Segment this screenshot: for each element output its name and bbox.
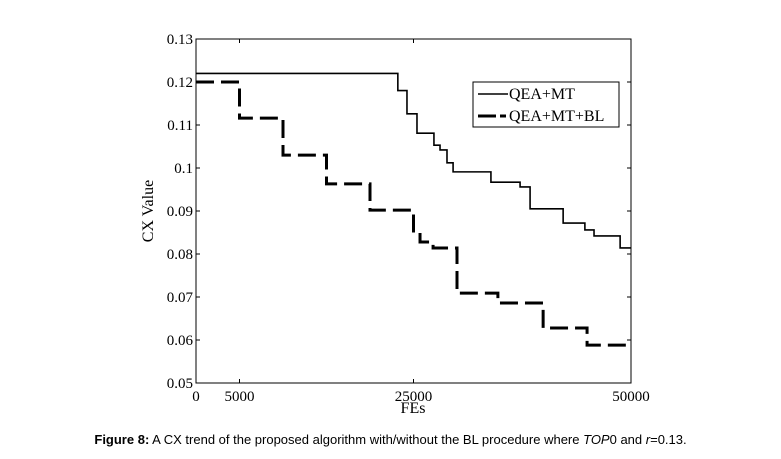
y-axis: 0.05 0.06 0.07 0.08 0.09 0.1 0.11 0.12 0.13 <box>167 32 631 392</box>
x-tick-label: 0 <box>192 389 200 405</box>
y-tick-label: 0.07 <box>167 290 194 306</box>
legend-label-series-2: QEA+MT+BL <box>509 108 604 125</box>
y-tick-label: 0.1 <box>174 161 193 177</box>
y-tick-label: 0.05 <box>167 376 193 392</box>
legend-label-series-1: QEA+MT <box>509 86 575 103</box>
y-tick-label: 0.12 <box>167 75 193 91</box>
figure-caption: Figure 8: A CX trend of the proposed alg… <box>0 432 781 447</box>
y-tick-label: 0.08 <box>167 247 193 263</box>
caption-text-3: =0.13. <box>650 432 687 447</box>
y-axis-title: CX Value <box>140 180 157 242</box>
caption-italic-1: TOP <box>583 432 610 447</box>
series-line-1 <box>196 72 631 249</box>
y-tick-label: 0.09 <box>167 204 193 220</box>
x-axis-title: FEs <box>401 400 426 417</box>
caption-text-2: 0 and <box>609 432 646 447</box>
chart: 0.05 0.06 0.07 0.08 0.09 0.1 0.11 0.12 0.13 0 500… <box>140 32 650 417</box>
x-tick-label: 5000 <box>225 389 255 405</box>
legend-box <box>472 81 620 128</box>
x-tick-label: 25000 <box>395 389 433 405</box>
y-tick-label: 0.11 <box>167 118 193 134</box>
x-tick-label: 50000 <box>612 389 650 405</box>
y-tick-label: 0.06 <box>167 333 194 349</box>
caption-label: Figure 8: <box>94 432 150 447</box>
legend: QEA+MT QEA+MT+BL <box>472 81 620 128</box>
series-line-2 <box>196 80 631 347</box>
y-tick-label: 0.13 <box>167 32 193 48</box>
caption-italic-2: r <box>645 432 651 447</box>
caption-text-1: A CX trend of the proposed algorithm wit… <box>149 432 584 447</box>
x-axis: 0 5000 25000 50000 <box>192 39 650 405</box>
